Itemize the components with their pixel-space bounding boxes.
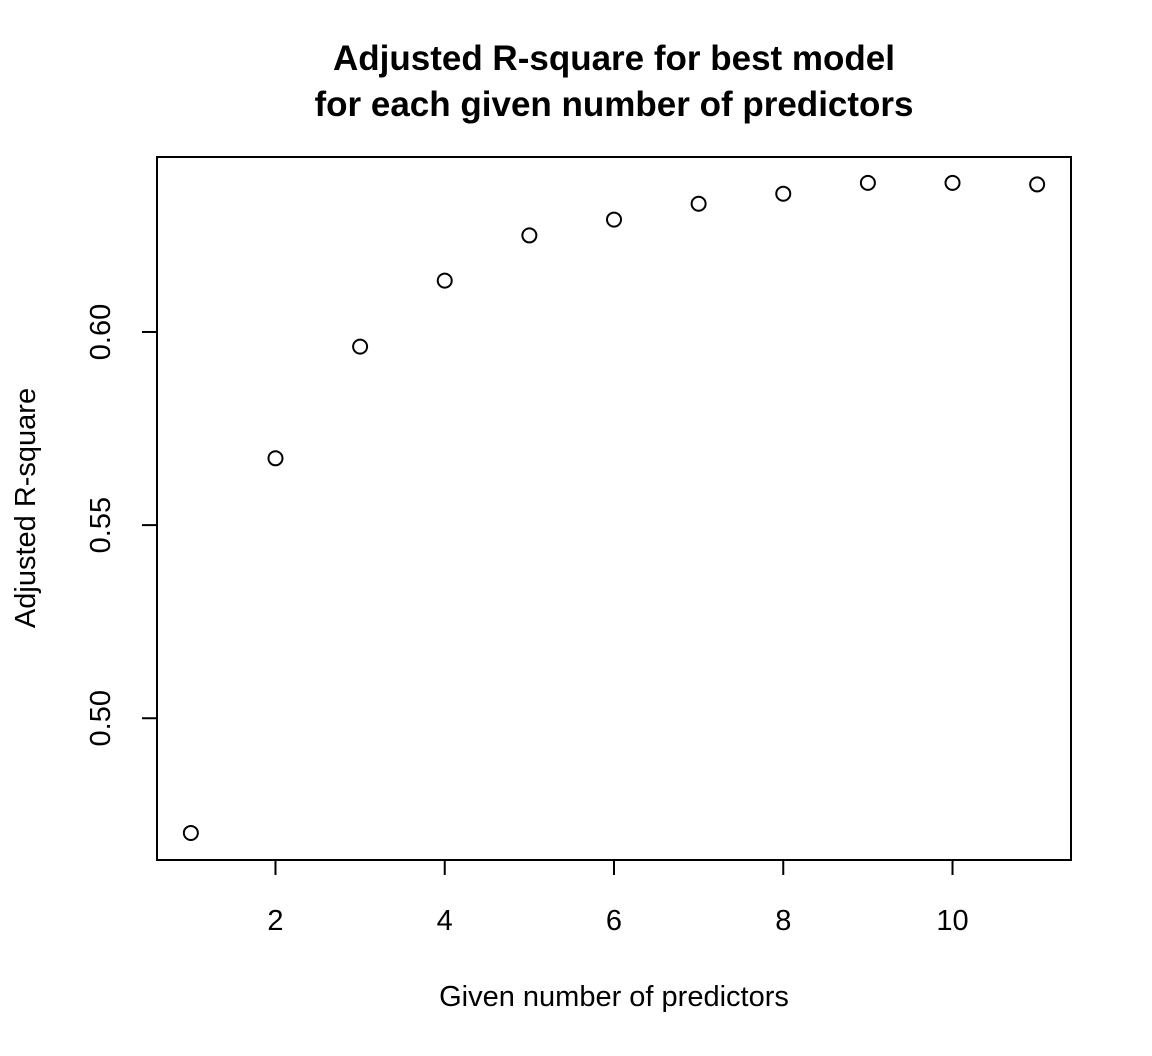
data-point [859, 174, 876, 191]
chart-subtitle: for each given number of predictors [315, 85, 914, 124]
y-tick-label: 0.55 [85, 497, 117, 553]
data-point [1029, 176, 1046, 193]
x-tick-label: 8 [775, 905, 791, 937]
x-axis-label: Given number of predictors [439, 981, 789, 1013]
data-point [690, 195, 707, 212]
data-point [944, 174, 961, 191]
x-tick-label: 10 [936, 905, 968, 937]
x-tick-label: 2 [267, 905, 283, 937]
data-point [182, 824, 199, 841]
data-point [436, 272, 453, 289]
data-points [182, 174, 1046, 841]
data-point [606, 211, 622, 228]
plot-frame [156, 156, 1072, 861]
y-tick-label: 0.60 [85, 304, 117, 360]
x-axis: 2 4 6 8 10 [267, 859, 969, 937]
data-point [521, 227, 538, 244]
x-tick-label: 4 [437, 905, 453, 937]
data-point [267, 450, 284, 467]
y-tick-label: 0.50 [85, 690, 117, 746]
y-axis-label: Adjusted R-square [10, 388, 42, 628]
data-point [352, 338, 369, 355]
x-tick-label: 6 [606, 905, 622, 937]
y-axis: 0.50 0.55 0.60 [85, 304, 158, 746]
chart-title: Adjusted R-square for best model [333, 39, 895, 78]
data-point [775, 185, 792, 202]
